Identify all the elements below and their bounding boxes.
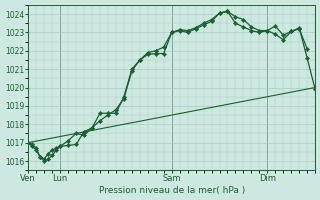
X-axis label: Pression niveau de la mer( hPa ): Pression niveau de la mer( hPa ) bbox=[99, 186, 245, 195]
